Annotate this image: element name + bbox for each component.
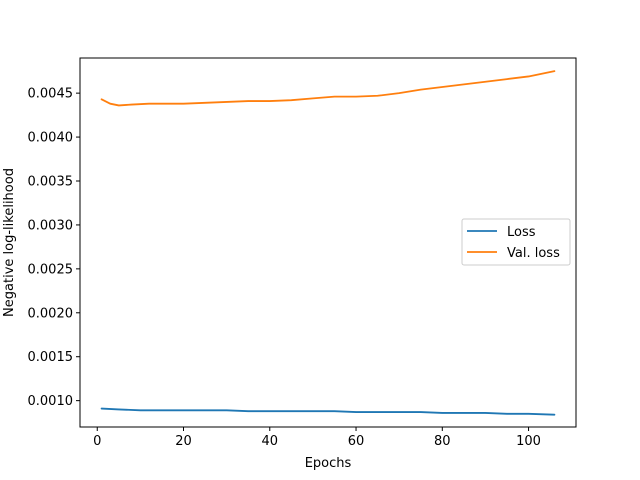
x-tick-label: 80 (434, 434, 451, 449)
y-tick-label: 0.0020 (28, 306, 74, 321)
x-axis-label: Epochs (305, 456, 352, 471)
legend: Loss Val. loss (461, 218, 571, 266)
x-tick-label: 20 (175, 434, 192, 449)
series-line-val-loss (100, 70, 556, 107)
y-tick-label: 0.0015 (28, 350, 74, 365)
x-tick-label: 60 (348, 434, 365, 449)
x-axis: 0 20 40 60 80 100 (93, 427, 541, 449)
y-axis-label: Negative log-likelihood (2, 168, 17, 317)
legend-label-loss: Loss (507, 225, 536, 240)
y-tick-label: 0.0010 (28, 394, 74, 409)
y-tick-label: 0.0025 (28, 262, 74, 277)
legend-label-val-loss: Val. loss (507, 246, 560, 261)
x-tick-label: 100 (516, 434, 541, 449)
y-axis: 0.0010 0.0015 0.0020 0.0025 0.0030 0.0035 0.00… (28, 87, 80, 409)
y-tick-label: 0.0045 (28, 87, 74, 102)
y-tick-label: 0.0040 (28, 131, 74, 146)
y-tick-label: 0.0030 (28, 218, 74, 233)
series-line-loss (100, 407, 556, 416)
series-layer (100, 70, 556, 416)
y-tick-label: 0.0035 (28, 175, 74, 190)
x-tick-label: 0 (93, 434, 101, 449)
x-tick-label: 40 (262, 434, 279, 449)
plot-frame (79, 57, 577, 428)
